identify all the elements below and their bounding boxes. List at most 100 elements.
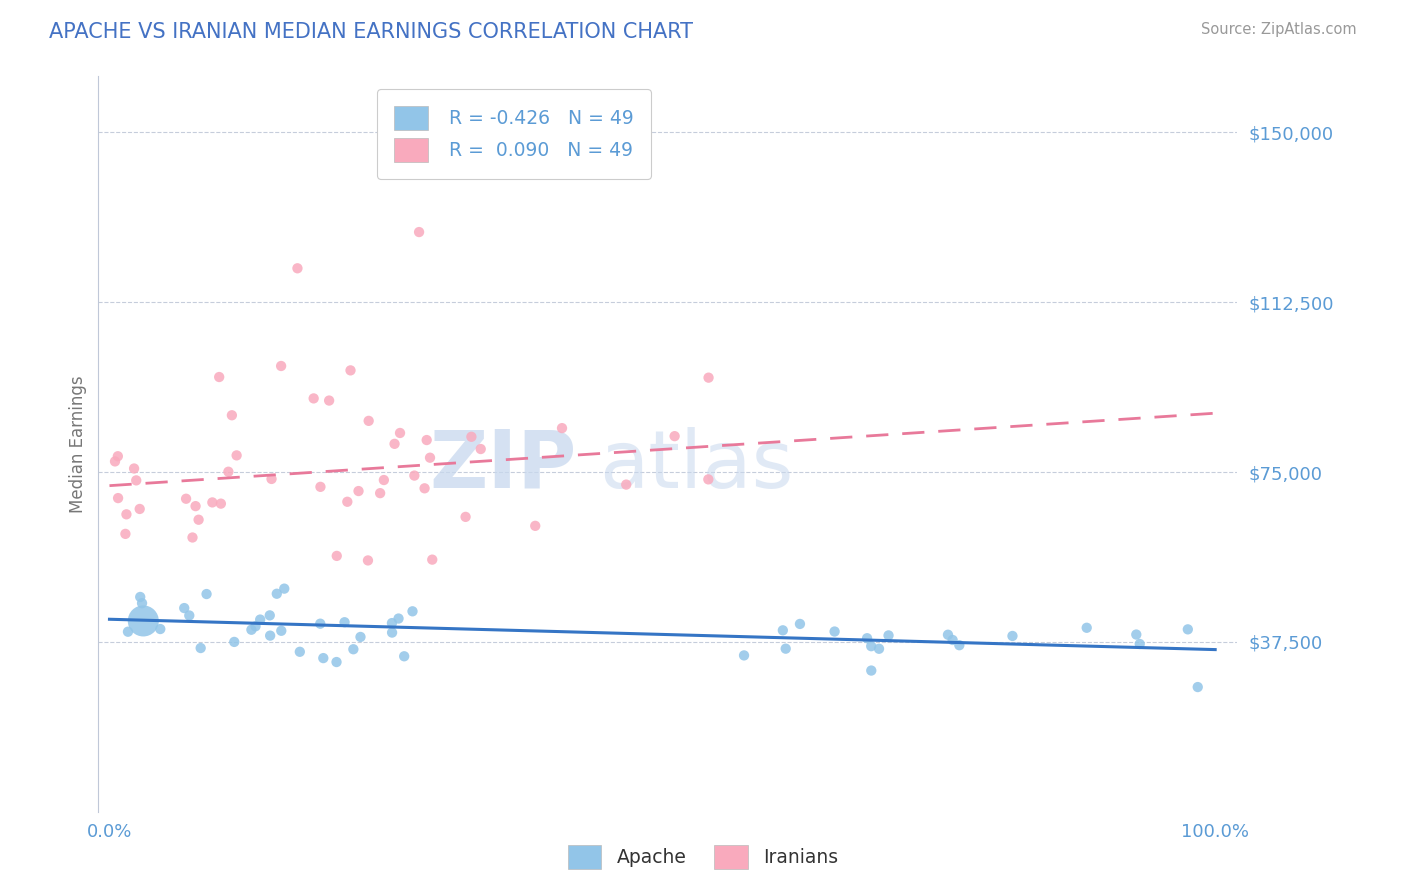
Point — [104, 454, 127, 468]
Point — [772, 624, 794, 638]
Point — [789, 616, 811, 631]
Point — [266, 587, 288, 601]
Point — [217, 465, 239, 479]
Point — [1177, 623, 1199, 637]
Point — [1187, 680, 1209, 694]
Point — [942, 632, 965, 647]
Text: APACHE VS IRANIAN MEDIAN EARNINGS CORRELATION CHART: APACHE VS IRANIAN MEDIAN EARNINGS CORREL… — [49, 22, 693, 42]
Point — [856, 632, 879, 646]
Point — [221, 409, 243, 423]
Point — [775, 641, 797, 656]
Point — [128, 502, 150, 516]
Point — [326, 549, 349, 563]
Point — [419, 450, 441, 465]
Point — [132, 614, 155, 628]
Point — [697, 370, 720, 384]
Point — [401, 604, 423, 618]
Point — [470, 442, 492, 456]
Point — [733, 648, 755, 663]
Point — [697, 472, 720, 486]
Point — [389, 425, 412, 440]
Point — [387, 611, 409, 625]
Text: ZIP: ZIP — [429, 427, 576, 505]
Point — [273, 582, 295, 596]
Point — [302, 392, 325, 406]
Point — [270, 359, 292, 373]
Point — [125, 474, 148, 488]
Point — [270, 624, 292, 638]
Point — [115, 508, 138, 522]
Point — [868, 641, 890, 656]
Point — [877, 628, 900, 642]
Point — [259, 608, 281, 623]
Point — [357, 553, 380, 567]
Point — [336, 495, 359, 509]
Legend:  R = -0.426   N = 49,  R =  0.090   N = 49: R = -0.426 N = 49, R = 0.090 N = 49 — [377, 89, 651, 179]
Point — [860, 664, 883, 678]
Point — [824, 624, 846, 639]
Point — [614, 477, 637, 491]
Point — [333, 615, 356, 630]
Point — [129, 590, 152, 604]
Point — [249, 613, 271, 627]
Point — [260, 472, 283, 486]
Point — [381, 616, 404, 631]
Text: atlas: atlas — [599, 427, 794, 505]
Point — [551, 421, 574, 435]
Point — [224, 635, 246, 649]
Point — [1076, 621, 1098, 635]
Point — [259, 629, 281, 643]
Point — [149, 622, 172, 636]
Point — [349, 630, 371, 644]
Point — [460, 430, 482, 444]
Point — [415, 433, 437, 447]
Point — [208, 370, 231, 384]
Point — [107, 491, 129, 505]
Point — [318, 393, 340, 408]
Point — [454, 509, 477, 524]
Text: Source: ZipAtlas.com: Source: ZipAtlas.com — [1201, 22, 1357, 37]
Point — [1001, 629, 1024, 643]
Point — [245, 619, 267, 633]
Point — [524, 519, 547, 533]
Legend: Apache, Iranians: Apache, Iranians — [558, 835, 848, 878]
Point — [384, 437, 406, 451]
Point — [413, 481, 436, 495]
Point — [187, 513, 209, 527]
Point — [190, 641, 212, 656]
Y-axis label: Median Earnings: Median Earnings — [69, 375, 87, 513]
Point — [184, 499, 207, 513]
Point — [309, 616, 332, 631]
Point — [373, 473, 395, 487]
Point — [381, 625, 404, 640]
Point — [287, 261, 309, 276]
Point — [209, 497, 232, 511]
Point — [225, 449, 247, 463]
Point — [122, 461, 145, 475]
Point — [173, 601, 195, 615]
Point — [948, 638, 970, 652]
Point — [174, 491, 197, 506]
Point — [342, 642, 364, 657]
Point — [664, 429, 686, 443]
Point — [357, 414, 380, 428]
Point — [179, 608, 201, 623]
Point — [404, 468, 426, 483]
Point — [117, 624, 139, 639]
Point — [181, 531, 204, 545]
Point — [309, 480, 332, 494]
Point — [131, 596, 153, 610]
Point — [1129, 637, 1152, 651]
Point — [288, 645, 311, 659]
Point — [107, 449, 129, 463]
Point — [392, 649, 415, 664]
Point — [114, 527, 136, 541]
Point — [240, 623, 263, 637]
Point — [325, 655, 347, 669]
Point — [1125, 627, 1147, 641]
Point — [347, 484, 370, 499]
Point — [201, 495, 224, 509]
Point — [339, 363, 361, 377]
Point — [368, 486, 391, 500]
Point — [195, 587, 218, 601]
